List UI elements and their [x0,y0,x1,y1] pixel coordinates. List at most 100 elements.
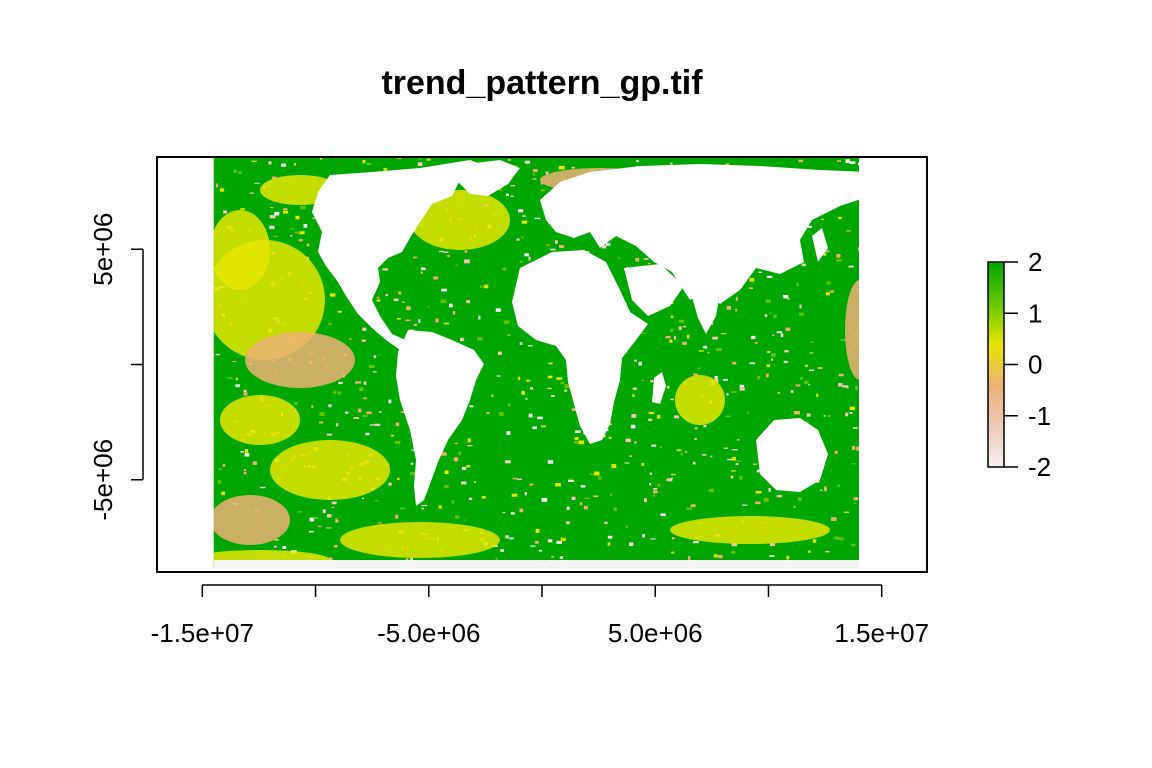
raster-speck [682,325,687,328]
x-axis: -1.5e+07 -5.0e+06 5.0e+06 1.5e+07 [151,584,929,648]
raster-speck [777,391,780,395]
raster-speck [632,387,637,390]
raster-speck [836,160,842,162]
raster-speck [502,267,507,271]
raster-speck [739,387,745,391]
raster-speck [441,452,447,456]
raster-speck [495,308,501,312]
raster-speck [221,491,226,496]
raster-speck [396,317,401,320]
raster-speck [435,318,439,323]
low-trend-patch [675,375,725,425]
land-north-america [312,160,492,350]
raster-speck [497,351,502,355]
raster-speck [372,371,377,373]
raster-speck [337,310,342,313]
raster-speck [298,231,305,235]
raster-speck [682,341,687,345]
legend-tick-label: 2 [1028,247,1042,277]
raster-speck [410,472,416,476]
y-tick-label: 5e+06 [88,213,118,286]
raster-speck [309,517,314,522]
raster-speck [694,427,698,430]
raster-speck [650,380,654,383]
raster-speck [564,389,567,392]
raster-speck [466,465,471,468]
raster-speck [433,276,439,280]
raster-speck [283,208,288,211]
raster-speck [379,411,382,413]
raster-speck [395,514,399,519]
raster-speck [831,517,837,521]
raster-speck [259,486,266,489]
raster-speck [363,381,367,385]
raster-speck [730,475,734,479]
raster-speck [750,335,756,340]
y-axis: -5e+06 5e+06 [88,213,144,521]
raster-speck [376,296,380,299]
raster-speck [405,319,411,322]
raster-speck [510,185,516,187]
raster-speck [678,326,682,330]
low-trend-patch [213,495,290,545]
raster-speck [559,556,564,559]
raster-speck [736,439,740,441]
raster-speck [540,425,546,428]
raster-speck [592,495,599,498]
raster-speck [634,359,637,362]
raster-speck [538,549,542,552]
raster-speck [443,484,449,489]
raster-speck [767,350,771,353]
raster-speck [362,327,367,332]
raster-speck [525,398,528,400]
raster-speck [511,493,518,497]
raster-speck [712,336,718,340]
raster-speck [545,171,549,175]
raster-speck [547,539,553,543]
raster-speck [670,477,673,479]
raster-speck [468,497,473,500]
raster-speck [836,253,841,258]
raster-speck [362,159,366,164]
raster-speck [754,341,758,344]
raster-speck [486,412,490,414]
raster-speck [326,433,333,436]
raster-speck [329,293,336,297]
raster-speck [331,506,335,509]
raster-speck [377,522,382,524]
raster-speck [825,292,830,296]
raster-speck [686,507,692,510]
x-tick-label: 5.0e+06 [608,618,703,648]
raster-speck [666,385,670,389]
raster-speck [601,244,607,249]
raster-speck [388,482,392,486]
raster-speck [507,403,511,407]
raster-speck [670,473,676,476]
raster-speck [218,468,222,470]
raster-speck [838,373,844,377]
raster-speck [757,375,761,380]
raster-speck [650,538,656,540]
raster-speck [215,183,219,188]
raster-speck [550,248,556,251]
low-trend-patch [270,440,390,500]
low-trend-patch [410,190,510,250]
raster-speck [498,412,504,416]
raster-speck [235,377,238,381]
raster-speck [731,550,736,554]
raster-speck [823,252,827,256]
raster-speck [632,394,635,397]
raster-speck [784,350,789,353]
raster-speck [426,158,431,161]
raster-speck [337,391,342,395]
raster-speck [556,540,563,544]
raster-speck [771,358,774,361]
raster-speck [510,195,515,197]
raster-speck [746,411,749,414]
raster-speck [270,207,274,209]
raster-speck [268,161,272,165]
raster-speck [749,362,756,365]
raster-speck [532,169,538,173]
raster-speck [852,427,858,429]
raster-speck [710,455,713,458]
